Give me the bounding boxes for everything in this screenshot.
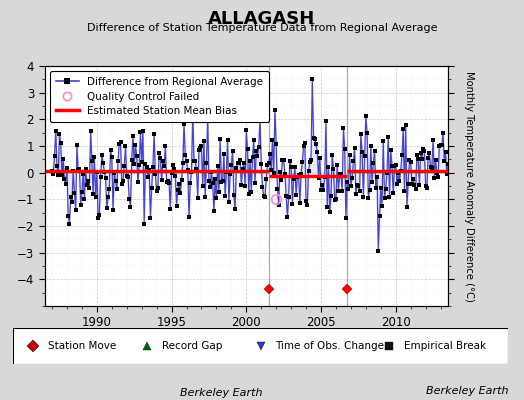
Y-axis label: Monthly Temperature Anomaly Difference (°C): Monthly Temperature Anomaly Difference (… (464, 70, 474, 302)
Text: ALLAGASH: ALLAGASH (209, 10, 315, 28)
Text: Difference of Station Temperature Data from Regional Average: Difference of Station Temperature Data f… (87, 23, 437, 33)
Text: Record Gap: Record Gap (161, 341, 222, 351)
Text: Empirical Break: Empirical Break (405, 341, 486, 351)
Text: Berkeley Earth: Berkeley Earth (180, 388, 262, 398)
FancyBboxPatch shape (13, 328, 508, 364)
Text: Time of Obs. Change: Time of Obs. Change (276, 341, 385, 351)
Legend: Difference from Regional Average, Quality Control Failed, Estimated Station Mean: Difference from Regional Average, Qualit… (50, 71, 269, 122)
Text: Berkeley Earth: Berkeley Earth (426, 386, 508, 396)
Text: Station Move: Station Move (48, 341, 116, 351)
